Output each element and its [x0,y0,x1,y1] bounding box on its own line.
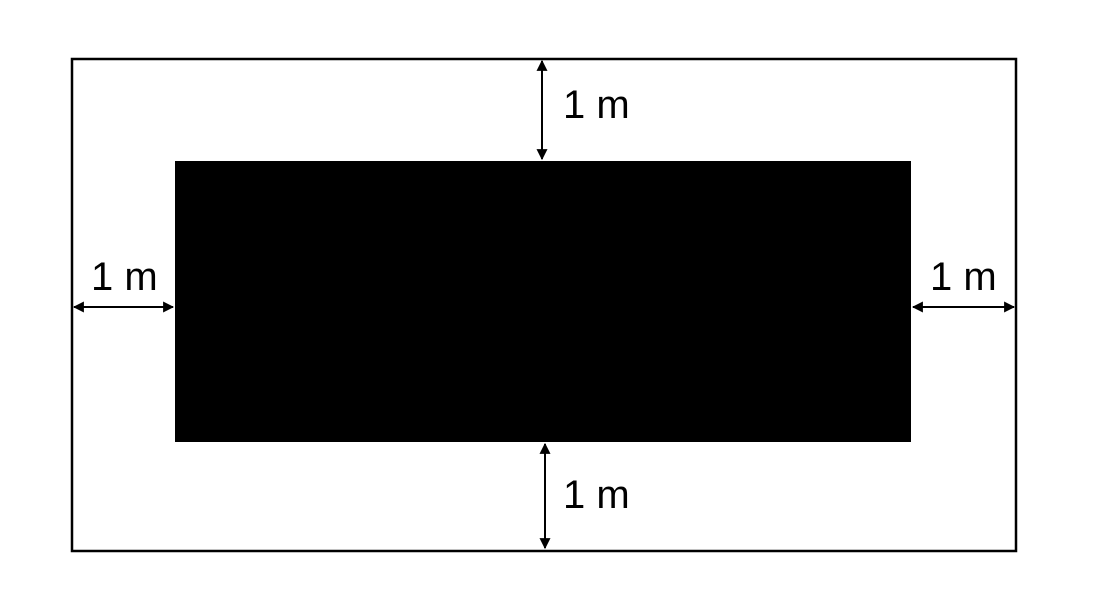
bottom-dimension-label: 1 m [563,473,630,517]
top-dimension-label: 1 m [563,83,630,127]
inner-block [175,161,911,442]
left-dimension-label: 1 m [91,255,158,299]
right-dimension-label: 1 m [930,255,997,299]
outer-boundary [70,57,1018,553]
